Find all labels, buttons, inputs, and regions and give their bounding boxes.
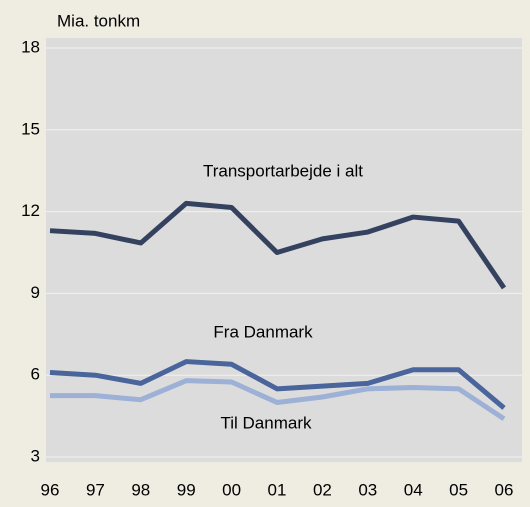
y-tick-label: 6	[31, 365, 40, 384]
y-tick-label: 3	[31, 446, 40, 465]
series-line	[49, 359, 506, 410]
x-tick-label: 96	[41, 480, 60, 499]
x-tick-label: 05	[449, 480, 468, 499]
y-axis-label: Mia. tonkm	[57, 11, 140, 30]
series-line	[50, 378, 506, 421]
y-tick-label: 18	[21, 37, 40, 56]
x-tick-label: 03	[358, 480, 377, 499]
x-tick-label: 06	[495, 480, 514, 499]
series-label: Til Danmark	[221, 413, 312, 432]
x-tick-label: 97	[86, 480, 105, 499]
series-label: Fra Danmark	[213, 322, 313, 341]
y-tick-label: 15	[21, 119, 40, 138]
x-tick-label: 04	[404, 480, 423, 499]
x-tick-label: 01	[268, 480, 287, 499]
x-tick-label: 00	[222, 480, 241, 499]
y-tick-label: 12	[21, 201, 40, 220]
series-label: Transportarbejde i alt	[203, 161, 363, 180]
x-tick-label: 98	[131, 480, 150, 499]
y-tick-label: 9	[31, 283, 40, 302]
x-tick-label: 02	[313, 480, 332, 499]
x-tick-label: 99	[177, 480, 196, 499]
series-line	[49, 200, 507, 290]
